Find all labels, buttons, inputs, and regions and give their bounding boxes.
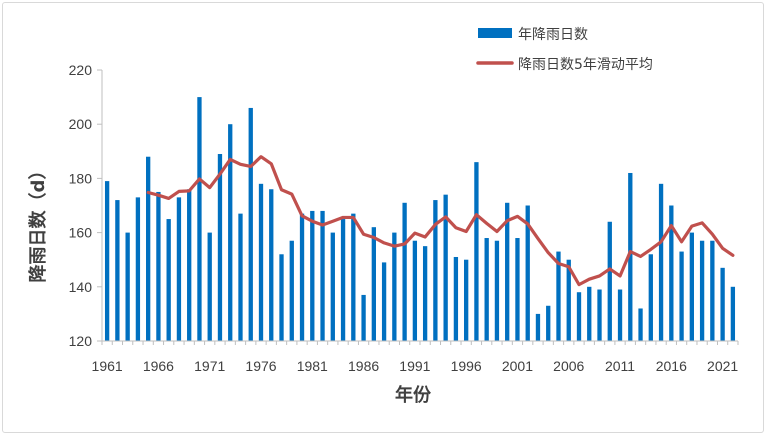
x-tick-label: 2011	[605, 358, 635, 374]
bar	[679, 251, 684, 341]
x-tick-label: 2016	[656, 358, 687, 374]
y-tick-label: 120	[69, 333, 93, 349]
line-series	[146, 155, 735, 287]
bar	[176, 197, 182, 341]
x-tick-label: 1991	[399, 358, 430, 374]
x-tick-label: 1996	[451, 358, 482, 374]
bar	[258, 183, 264, 341]
bar	[730, 286, 736, 341]
bar	[658, 183, 664, 341]
bar	[156, 191, 161, 341]
legend-bar-label: 年降雨日数	[518, 27, 588, 43]
x-tick-label: 1971	[194, 358, 225, 374]
bar	[638, 308, 643, 341]
axes	[97, 69, 739, 345]
bar	[515, 238, 520, 341]
bar	[720, 267, 725, 341]
bar	[464, 259, 469, 341]
bar	[361, 294, 366, 341]
bar	[351, 213, 356, 341]
bar	[299, 213, 305, 341]
x-tick-label: 2021	[707, 358, 738, 374]
bar	[207, 232, 212, 341]
bar	[484, 238, 489, 341]
bar-series	[104, 97, 736, 341]
x-tick-label: 1976	[245, 358, 276, 374]
legend: 年降雨日数 降雨日数5年滑动平均	[476, 27, 653, 73]
y-tick-label: 180	[69, 170, 93, 186]
bar	[535, 313, 541, 341]
bar	[689, 232, 694, 341]
bar	[669, 205, 674, 341]
bar	[494, 240, 500, 341]
bar	[556, 251, 561, 341]
bar	[576, 292, 582, 341]
legend-line-label: 降雨日数5年滑动平均	[518, 56, 653, 73]
bar	[699, 240, 705, 341]
x-axis-title: 年份	[395, 384, 432, 406]
bar	[474, 162, 479, 341]
bar	[453, 256, 459, 341]
y-tick-label: 160	[69, 225, 93, 241]
bar	[228, 124, 233, 341]
bar	[433, 200, 438, 341]
x-tick-label: 1961	[92, 358, 123, 374]
x-tick-label: 1981	[297, 358, 328, 374]
bar	[628, 172, 633, 341]
bar	[248, 107, 253, 341]
legend-bar-swatch	[478, 28, 512, 38]
bar	[217, 154, 223, 341]
bar	[146, 156, 151, 341]
bar	[320, 210, 325, 341]
x-tick-label: 1966	[143, 358, 174, 374]
x-tick-label: 1986	[348, 358, 379, 374]
bar	[648, 254, 653, 341]
bar	[587, 286, 592, 341]
bar	[412, 240, 418, 341]
bar	[330, 232, 335, 341]
bar	[238, 213, 243, 341]
bar	[607, 221, 612, 341]
bar	[402, 202, 407, 341]
bar	[269, 189, 274, 341]
bar	[381, 262, 387, 341]
tick-labels: 120 140 160 180 200 220 1961 1966 1971 1976 1981 19…	[69, 62, 739, 374]
y-tick-label: 200	[69, 116, 93, 132]
bar	[546, 305, 551, 341]
bar	[289, 240, 294, 341]
bar	[617, 289, 623, 341]
bar	[340, 219, 346, 341]
bar	[443, 194, 448, 341]
bar	[597, 289, 602, 341]
y-tick-label: 220	[69, 62, 93, 78]
moving-average-line	[146, 155, 735, 287]
bar	[710, 240, 715, 341]
bar	[197, 97, 202, 341]
bar	[505, 202, 510, 341]
bar	[135, 197, 141, 341]
bar	[125, 232, 130, 341]
x-tick-label: 2001	[502, 358, 533, 374]
bar	[115, 200, 120, 341]
y-axis-title: 降雨日数（d）	[27, 162, 49, 283]
bar	[104, 181, 110, 341]
bar	[187, 189, 192, 341]
bar	[279, 254, 284, 341]
bar	[525, 205, 530, 341]
y-tick-label: 140	[69, 279, 93, 295]
bar	[166, 219, 171, 341]
x-tick-label: 2006	[553, 358, 584, 374]
bar	[566, 259, 571, 341]
bar	[422, 246, 428, 341]
bar	[392, 232, 397, 341]
chart-frame	[2, 2, 764, 433]
bar	[371, 227, 376, 341]
bar	[310, 210, 315, 341]
